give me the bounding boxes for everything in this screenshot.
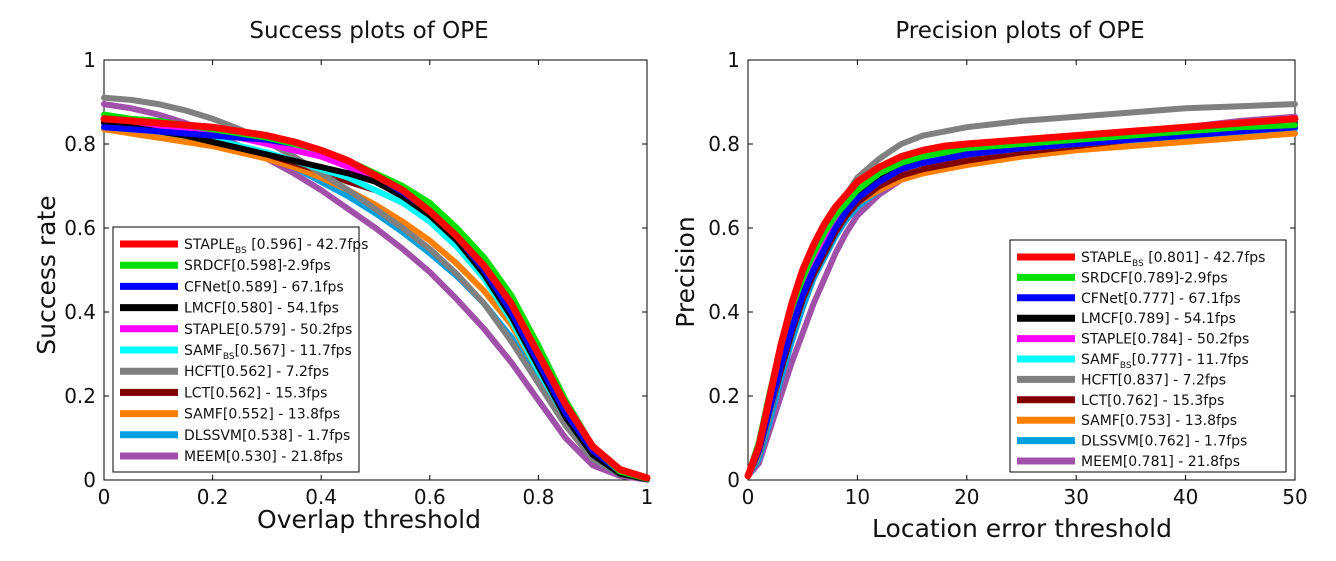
- precision-x-tick-label: 30: [1063, 485, 1088, 509]
- success-legend-label: SAMF[0.552] - 13.8fps: [184, 407, 340, 423]
- precision-legend-label: SAMF[0.753] - 13.8fps: [1081, 413, 1237, 429]
- success-y-tick-label: 0: [83, 468, 96, 492]
- precision-series-line: [745, 124, 1298, 479]
- precision-legend-label: SAMFBS[0.777] - 11.7fps: [1081, 352, 1249, 371]
- success-plot: Success plots of OPE Overlap threshold S…: [32, 18, 653, 534]
- success-plot-xlabel: Overlap threshold: [257, 505, 481, 534]
- success-legend-label: LCT[0.562] - 15.3fps: [184, 385, 327, 401]
- precision-legend-label: STAPLE[0.784] - 50.2fps: [1081, 332, 1249, 348]
- precision-legend-label: MEEM[0.781] - 21.8fps: [1081, 454, 1240, 470]
- precision-legend-label: HCFT[0.837] - 7.2fps: [1081, 372, 1226, 388]
- precision-y-tick-label: 1: [727, 48, 740, 72]
- precision-plot: Precision plots of OPE Location error th…: [671, 18, 1308, 543]
- success-series-lines: [100, 94, 651, 483]
- success-x-tick-label: 0.8: [522, 485, 554, 509]
- precision-legend: STAPLEBS [0.801] - 42.7fpsSRDCF[0.789]-2…: [1009, 239, 1287, 473]
- success-legend: STAPLEBS [0.596] - 42.7fps SRDCF[0.598]-2…: [112, 226, 368, 473]
- success-series-line: [101, 94, 650, 483]
- precision-y-tick-label: 0.4: [708, 300, 740, 324]
- precision-y-tick-label: 0: [727, 468, 740, 492]
- success-legend-label: STAPLEBS [0.596] - 42.7fps: [184, 237, 368, 256]
- success-y-tick-label: 0.4: [64, 300, 96, 324]
- success-x-tick-label: 1: [641, 485, 654, 509]
- precision-legend-label: STAPLEBS [0.801] - 42.7fps: [1081, 250, 1265, 269]
- success-legend-label: MEEM[0.530] - 21.8fps: [184, 449, 343, 465]
- precision-plot-ylabel: Precision: [671, 216, 700, 328]
- precision-plot-xlabel: Location error threshold: [872, 514, 1172, 543]
- success-x-tick-label: 0: [98, 485, 111, 509]
- success-legend-label: CFNet[0.589] - 67.1fps: [184, 279, 344, 295]
- precision-x-tick-label: 40: [1173, 485, 1198, 509]
- success-x-tick-label: 0.2: [197, 485, 229, 509]
- success-legend-label: STAPLE[0.579] - 50.2fps: [184, 322, 352, 338]
- success-y-tick-label: 0.6: [64, 216, 96, 240]
- success-legend-label: LMCF[0.580] - 54.1fps: [184, 301, 339, 317]
- success-series-line: [100, 115, 651, 482]
- precision-x-tick-label: 50: [1282, 485, 1307, 509]
- precision-series-lines: [744, 101, 1299, 480]
- success-plot-ylabel: Success rate: [32, 195, 61, 354]
- success-plot-title: Success plots of OPE: [249, 18, 488, 44]
- precision-axes-frame: [747, 59, 1296, 481]
- precision-y-tick-label: 0.8: [708, 132, 740, 156]
- precision-y-tick-label: 0.2: [708, 384, 740, 408]
- precision-legend-label: LMCF[0.789] - 54.1fps: [1081, 311, 1236, 327]
- precision-legend-label: SRDCF[0.789]-2.9fps: [1081, 270, 1228, 286]
- success-legend-label: SAMFBS[0.567] - 11.7fps: [184, 343, 352, 362]
- success-y-tick-label: 0.8: [64, 132, 96, 156]
- success-x-tick-label: 0.6: [414, 485, 446, 509]
- precision-x-tick-label: 0: [742, 485, 755, 509]
- success-y-tick-label: 0.2: [64, 384, 96, 408]
- success-legend-label: DLSSVM[0.538] - 1.7fps: [184, 428, 350, 444]
- precision-series-line: [744, 115, 1299, 480]
- success-axes-frame: [103, 59, 648, 481]
- success-y-tick-label: 1: [83, 48, 96, 72]
- precision-legend-label: LCT[0.762] - 15.3fps: [1081, 393, 1224, 409]
- precision-legend-label: CFNet[0.777] - 67.1fps: [1081, 291, 1241, 307]
- success-legend-label: SRDCF[0.598]-2.9fps: [184, 258, 331, 274]
- precision-plot-title: Precision plots of OPE: [895, 18, 1144, 44]
- precision-x-tick-label: 10: [845, 485, 870, 509]
- precision-legend-label: DLSSVM[0.762] - 1.7fps: [1081, 434, 1247, 450]
- success-x-tick-label: 0.4: [305, 485, 337, 509]
- precision-x-tick-label: 20: [954, 485, 979, 509]
- success-legend-label: HCFT[0.562] - 7.2fps: [184, 364, 329, 380]
- precision-y-tick-label: 0.6: [708, 216, 740, 240]
